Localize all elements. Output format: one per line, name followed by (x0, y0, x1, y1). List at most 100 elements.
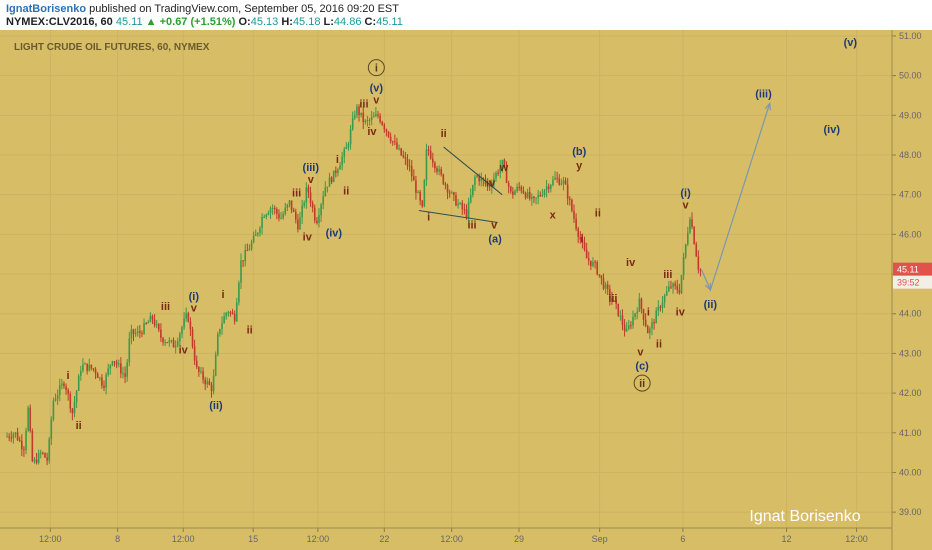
candle-body (86, 363, 88, 371)
candle-body (649, 328, 651, 334)
candle-body (562, 180, 565, 184)
price-axis[interactable] (892, 30, 932, 550)
candle-body (644, 319, 647, 327)
candle-body (143, 323, 145, 334)
candle-body (495, 172, 497, 179)
candle-body (305, 187, 308, 203)
candle-body (689, 219, 691, 233)
wave-label: iii (663, 269, 672, 281)
candle-body (379, 115, 381, 122)
wave-label: iii (608, 293, 617, 305)
candle-body (8, 436, 10, 438)
candle-body (474, 176, 476, 185)
candle-body (145, 323, 147, 325)
candle-body (98, 377, 101, 379)
candle-body (221, 323, 223, 329)
candle-body (141, 332, 143, 334)
symbol-label: NYMEX:CLV2016, 60 (6, 16, 113, 28)
candle-body (625, 328, 628, 332)
candle-body (168, 340, 171, 343)
wave-label: (b) (572, 146, 586, 158)
candle-body (434, 162, 436, 169)
wave-label: iii (467, 219, 476, 231)
price-tick-label: 51.00 (899, 31, 922, 41)
candle-body (324, 187, 327, 197)
wave-label: w (499, 162, 509, 174)
plot-area[interactable] (0, 30, 892, 528)
candle-body (233, 314, 236, 322)
wave-label: (iv) (824, 124, 841, 136)
candle-body (400, 148, 402, 156)
candle-body (301, 205, 303, 218)
candle-body (71, 408, 74, 414)
time-axis[interactable] (0, 528, 892, 550)
candle-body (568, 198, 571, 201)
candle-body (381, 121, 384, 125)
candle-body (347, 144, 350, 148)
candle-body (621, 315, 624, 325)
projection-arrowhead (704, 282, 711, 292)
time-tick-label: Sep (592, 534, 608, 544)
candle-body (6, 436, 8, 438)
candle-body (126, 362, 128, 377)
candle-body (417, 191, 419, 193)
candle-body (465, 209, 468, 218)
projection-arrowhead (764, 101, 771, 111)
candle-body (678, 290, 681, 293)
candle-body (181, 327, 183, 334)
last-price-header: 45.11 (115, 16, 143, 28)
chart-title: LIGHT CRUDE OIL FUTURES, 60, NYMEX (14, 42, 210, 53)
wave-label: i (66, 370, 69, 382)
wave-label: v (491, 219, 498, 231)
candle-body (691, 219, 693, 228)
candle-body (354, 115, 356, 118)
candle-body (448, 192, 451, 194)
candle-body (642, 309, 645, 320)
price-tick-label: 44.00 (899, 309, 922, 319)
candle-body (231, 312, 234, 315)
candle-body (155, 324, 158, 326)
candle-body (429, 150, 432, 159)
candle-body (164, 342, 166, 344)
high-label: H: (281, 16, 293, 28)
candle-body (303, 202, 306, 206)
price-tick-label: 42.00 (899, 388, 922, 398)
candle-body (267, 213, 270, 215)
candle-body (187, 313, 190, 322)
candle-body (80, 370, 82, 376)
candle-body (632, 316, 634, 326)
candle-body (697, 256, 700, 270)
candle-body (341, 156, 343, 166)
candle-body (37, 452, 40, 463)
candle-body (375, 114, 377, 117)
wave-label: (v) (844, 37, 858, 49)
candle-body (151, 315, 154, 320)
wave-label: iii (292, 188, 301, 200)
candle-body (191, 329, 194, 347)
candle-body (358, 106, 360, 116)
candle-body (101, 377, 103, 386)
high-value: 45.18 (292, 16, 321, 28)
last-price-label: 45.11 (897, 265, 919, 275)
candle-body (29, 407, 32, 431)
candle-body (398, 148, 400, 150)
wave-label: (i) (189, 291, 200, 303)
price-tick-label: 41.00 (899, 428, 922, 438)
wave-label: iv (676, 307, 686, 319)
candle-body (413, 176, 415, 181)
candle-body (524, 193, 527, 198)
candle-body (680, 274, 683, 293)
candle-body (467, 202, 470, 218)
change-arrow-icon: ▲ (145, 16, 157, 28)
candle-body (609, 288, 611, 299)
wave-label: (a) (488, 233, 502, 245)
candle-body (105, 374, 107, 388)
candle-body (14, 432, 17, 435)
candle-body (67, 389, 69, 394)
candle-body (219, 328, 221, 335)
candle-body (579, 236, 582, 240)
candle-body (545, 186, 548, 191)
candle-body (478, 175, 480, 182)
author-link[interactable]: IgnatBorisenko (6, 3, 87, 15)
